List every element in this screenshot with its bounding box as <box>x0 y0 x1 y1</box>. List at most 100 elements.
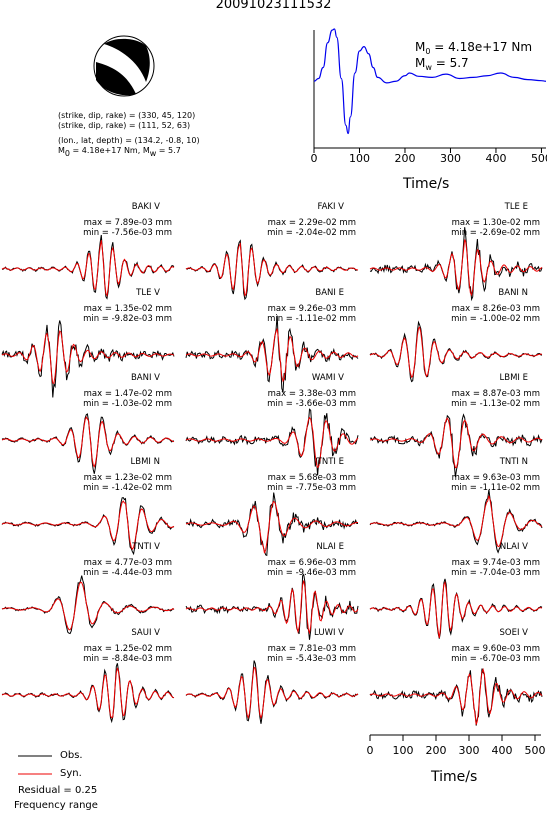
legend-syn-label: Syn. <box>60 768 82 779</box>
amplitude-range: max = 8.87e-03 mm min = -1.13e-02 mm <box>408 389 540 409</box>
amplitude-range: max = 7.89e-03 mm min = -7.56e-03 mm <box>40 218 172 238</box>
stf-tick-label: 100 <box>348 152 370 165</box>
amplitude-min: min = -1.00e-02 mm <box>451 313 540 324</box>
synthetic-trace <box>1 667 175 719</box>
amplitude-max: max = 1.25e-02 mm <box>83 644 172 654</box>
station-label: WAMI V <box>311 373 344 383</box>
bottom-xlabel: Time/s <box>431 769 478 785</box>
amplitude-range: max = 7.81e-03 mm min = -5.43e-03 mm <box>224 644 356 664</box>
synthetic-trace <box>185 666 359 720</box>
station-label: BAKI V <box>131 202 160 212</box>
station-label: BANI V <box>130 373 160 383</box>
plane-2-text: (strike, dip, rake) = (111, 52, 63) <box>58 121 191 130</box>
station-label: SOEI V <box>499 628 528 638</box>
amplitude-range: max = 1.30e-02 mm min = -2.69e-02 mm <box>408 218 540 238</box>
bottom-tick-label: 0 <box>366 744 374 757</box>
amplitude-range: max = 9.63e-03 mm min = -1.11e-02 mm <box>408 473 540 493</box>
station-label: LBMI N <box>130 457 160 467</box>
amplitude-max: max = 9.26e-03 mm <box>267 304 356 314</box>
bottom-tick-label: 300 <box>458 744 480 757</box>
amplitude-max: max = 4.77e-03 mm <box>83 558 172 568</box>
amplitude-range: max = 2.29e-02 mm min = -2.04e-02 mm <box>224 218 356 238</box>
amplitude-max: max = 9.74e-03 mm <box>451 558 540 568</box>
amplitude-max: max = 8.26e-03 mm <box>451 304 540 314</box>
amplitude-max: max = 8.87e-03 mm <box>451 389 540 399</box>
amplitude-min: min = -6.70e-03 mm <box>451 653 540 664</box>
stf-xlabel: Time/s <box>403 176 450 192</box>
bottom-tick-label: 200 <box>425 744 447 757</box>
synthetic-trace <box>369 239 543 297</box>
station-label: BANI E <box>315 288 344 298</box>
station-label: TNTI N <box>499 457 528 467</box>
amplitude-min: min = -1.03e-02 mm <box>83 398 172 409</box>
amplitude-range: max = 9.26e-03 mm min = -1.11e-02 mm <box>224 304 356 324</box>
legend-lines <box>18 755 52 775</box>
mechanism-info: (strike, dip, rake) = (330, 45, 120) (st… <box>58 111 200 158</box>
observed-trace <box>1 320 175 398</box>
station-label: LBMI E <box>499 373 528 383</box>
amplitude-max: max = 1.23e-02 mm <box>83 473 172 483</box>
amplitude-max: max = 5.68e-03 mm <box>267 473 356 483</box>
amplitude-max: max = 2.29e-02 mm <box>267 218 356 228</box>
amplitude-min: min = -1.13e-02 mm <box>451 398 540 409</box>
observed-trace <box>1 663 175 724</box>
stf-tick-label: 400 <box>485 152 507 165</box>
stf-m0-label: M0 = 4.18e+17 Nm <box>415 40 533 56</box>
amplitude-range: max = 8.26e-03 mm min = -1.00e-02 mm <box>408 304 540 324</box>
location-text: (lon., lat, depth) = (134.2, -0.8, 10) <box>58 136 200 145</box>
amplitude-min: min = -1.42e-02 mm <box>83 482 172 493</box>
station-label: NLAI V <box>499 542 528 552</box>
station-label: BANI N <box>498 288 528 298</box>
amplitude-min: min = -8.84e-03 mm <box>83 653 172 664</box>
amplitude-range: max = 1.47e-02 mm min = -1.03e-02 mm <box>40 389 172 409</box>
amplitude-max: max = 6.96e-03 mm <box>267 558 356 568</box>
stf-tick-label: 0 <box>310 152 318 165</box>
observed-trace <box>369 413 543 478</box>
frequency-range-text: Frequency range <box>14 800 98 811</box>
amplitude-range: max = 4.77e-03 mm min = -4.44e-03 mm <box>40 558 172 578</box>
amplitude-max: max = 9.63e-03 mm <box>451 473 540 483</box>
observed-trace <box>185 660 359 724</box>
amplitude-min: min = -9.82e-03 mm <box>83 313 172 324</box>
synthetic-trace <box>369 326 543 379</box>
plane-1-text: (strike, dip, rake) = (330, 45, 120) <box>58 111 196 120</box>
amplitude-min: min = -7.75e-03 mm <box>267 482 356 493</box>
station-label: NLAI E <box>316 542 344 552</box>
amplitude-max: max = 9.60e-03 mm <box>451 644 540 654</box>
station-label: TLE E <box>504 202 528 212</box>
event-title: 20091023111532 <box>215 0 332 12</box>
amplitude-range: max = 9.74e-03 mm min = -7.04e-03 mm <box>408 558 540 578</box>
amplitude-max: max = 1.47e-02 mm <box>83 389 172 399</box>
synthetic-trace <box>369 667 543 725</box>
bottom-tick-label: 100 <box>392 744 414 757</box>
bottom-time-axis <box>369 734 541 741</box>
amplitude-range: max = 5.68e-03 mm min = -7.75e-03 mm <box>224 473 356 493</box>
amplitude-range: max = 3.38e-03 mm min = -3.66e-03 mm <box>224 389 356 409</box>
station-label: FAKI V <box>317 202 344 212</box>
observed-trace <box>1 575 175 635</box>
amplitude-min: min = -7.56e-03 mm <box>83 227 172 238</box>
amplitude-min: min = -1.11e-02 mm <box>451 482 540 493</box>
amplitude-range: max = 6.96e-03 mm min = -9.46e-03 mm <box>224 558 356 578</box>
station-label: LUWI V <box>314 628 344 638</box>
beachball-icon <box>93 35 155 97</box>
amplitude-min: min = -2.04e-02 mm <box>267 227 356 238</box>
amplitude-min: min = -2.69e-02 mm <box>451 227 540 238</box>
station-label: TNTI E <box>316 457 344 467</box>
stf-mw-label: Mw = 5.7 <box>415 56 469 72</box>
moment-text: M0 = 4.18e+17 Nm, Mw = 5.7 <box>58 146 181 158</box>
amplitude-max: max = 7.81e-03 mm <box>267 644 356 654</box>
amplitude-min: min = -5.43e-03 mm <box>267 653 356 664</box>
synthetic-trace <box>1 581 175 631</box>
amplitude-max: max = 1.30e-02 mm <box>451 218 540 228</box>
residual-text: Residual = 0.25 <box>18 785 98 796</box>
amplitude-min: min = -4.44e-03 mm <box>83 567 172 578</box>
observed-trace <box>369 668 543 726</box>
stf-tick-label: 200 <box>394 152 416 165</box>
amplitude-range: max = 1.23e-02 mm min = -1.42e-02 mm <box>40 473 172 493</box>
amplitude-max: max = 7.89e-03 mm <box>83 218 172 228</box>
amplitude-max: max = 1.35e-02 mm <box>83 304 172 314</box>
synthetic-trace <box>185 580 359 635</box>
station-label: TLE V <box>136 288 160 298</box>
amplitude-range: max = 1.35e-02 mm min = -9.82e-03 mm <box>40 304 172 324</box>
